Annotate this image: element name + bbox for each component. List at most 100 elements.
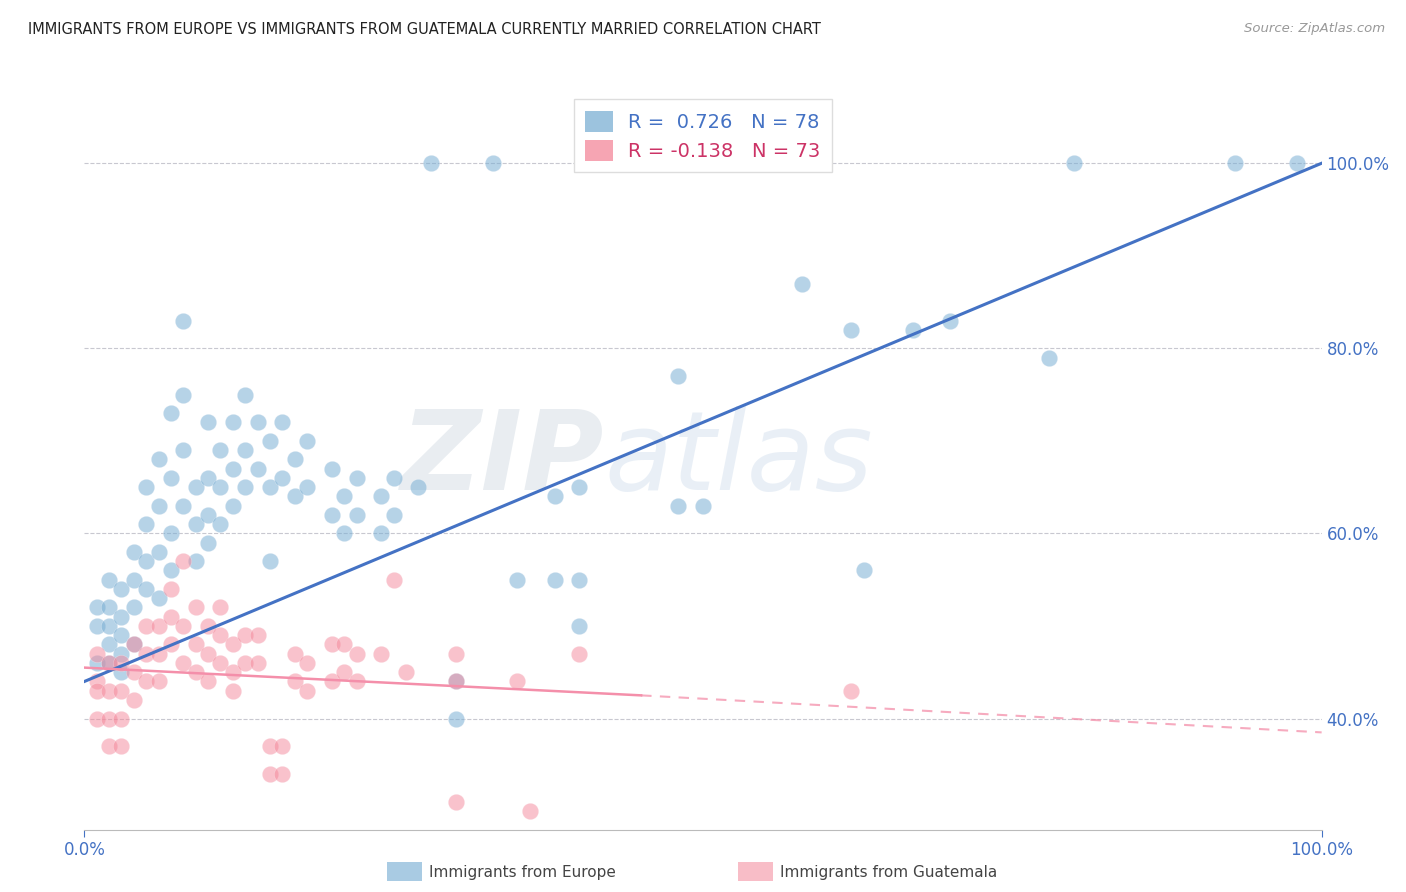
Point — [295, 434, 318, 448]
Point — [284, 489, 307, 503]
Point — [852, 564, 875, 578]
Point — [197, 471, 219, 485]
Point — [568, 619, 591, 633]
Point — [321, 461, 343, 475]
Point — [110, 683, 132, 698]
Point — [444, 674, 467, 689]
Point — [284, 452, 307, 467]
Point — [370, 647, 392, 661]
Point — [382, 508, 405, 522]
Point — [197, 535, 219, 549]
Point — [148, 647, 170, 661]
Point — [841, 323, 863, 337]
Point — [135, 674, 157, 689]
Point — [172, 499, 194, 513]
Point — [233, 387, 256, 401]
Point — [135, 480, 157, 494]
Point — [86, 600, 108, 615]
Text: ZIP: ZIP — [401, 406, 605, 513]
Point — [346, 508, 368, 522]
Text: IMMIGRANTS FROM EUROPE VS IMMIGRANTS FROM GUATEMALA CURRENTLY MARRIED CORRELATIO: IMMIGRANTS FROM EUROPE VS IMMIGRANTS FRO… — [28, 22, 821, 37]
Point — [233, 628, 256, 642]
Point — [160, 406, 183, 420]
Point — [110, 628, 132, 642]
Point — [160, 471, 183, 485]
Point — [222, 638, 245, 652]
Point — [271, 416, 294, 430]
Point — [148, 452, 170, 467]
Point — [197, 674, 219, 689]
Point — [209, 600, 232, 615]
Text: Immigrants from Europe: Immigrants from Europe — [429, 865, 616, 880]
Point — [86, 656, 108, 670]
Point — [86, 683, 108, 698]
Point — [246, 656, 269, 670]
Point — [333, 526, 356, 541]
Point — [259, 739, 281, 754]
Point — [295, 656, 318, 670]
Point — [160, 609, 183, 624]
Point — [259, 554, 281, 568]
Point — [419, 156, 441, 170]
Point — [321, 638, 343, 652]
Point — [209, 656, 232, 670]
Point — [184, 665, 207, 680]
Point — [370, 526, 392, 541]
Point — [284, 674, 307, 689]
Point — [172, 387, 194, 401]
Point — [86, 647, 108, 661]
Point — [568, 647, 591, 661]
Point — [346, 471, 368, 485]
Point — [370, 489, 392, 503]
Point — [222, 665, 245, 680]
Point — [246, 461, 269, 475]
Point — [841, 683, 863, 698]
Point — [790, 277, 813, 291]
Point — [321, 674, 343, 689]
Point — [246, 628, 269, 642]
Point — [122, 638, 145, 652]
Point — [506, 573, 529, 587]
Point — [86, 712, 108, 726]
Point — [135, 582, 157, 596]
Point — [197, 508, 219, 522]
Point — [382, 471, 405, 485]
Point — [271, 767, 294, 781]
Point — [197, 647, 219, 661]
Point — [259, 480, 281, 494]
Point — [209, 480, 232, 494]
Point — [233, 443, 256, 458]
Point — [1285, 156, 1308, 170]
Point — [135, 619, 157, 633]
Point — [98, 638, 121, 652]
Point — [408, 480, 430, 494]
Point — [259, 434, 281, 448]
Point — [148, 591, 170, 606]
Point — [160, 638, 183, 652]
Point — [295, 480, 318, 494]
Point — [172, 656, 194, 670]
Point — [271, 471, 294, 485]
Point — [543, 573, 565, 587]
Point — [246, 416, 269, 430]
Point — [98, 712, 121, 726]
Point — [444, 795, 467, 809]
Point — [110, 739, 132, 754]
Point — [122, 573, 145, 587]
Point — [148, 499, 170, 513]
Point — [543, 489, 565, 503]
Point — [172, 554, 194, 568]
Legend: R =  0.726   N = 78, R = -0.138   N = 73: R = 0.726 N = 78, R = -0.138 N = 73 — [574, 99, 832, 172]
Point — [98, 573, 121, 587]
Point — [86, 674, 108, 689]
Point — [333, 489, 356, 503]
Point — [233, 480, 256, 494]
Point — [209, 628, 232, 642]
Point — [172, 313, 194, 327]
Point — [209, 443, 232, 458]
Point — [184, 554, 207, 568]
Point — [333, 665, 356, 680]
Point — [184, 600, 207, 615]
Point — [160, 564, 183, 578]
Point — [172, 619, 194, 633]
